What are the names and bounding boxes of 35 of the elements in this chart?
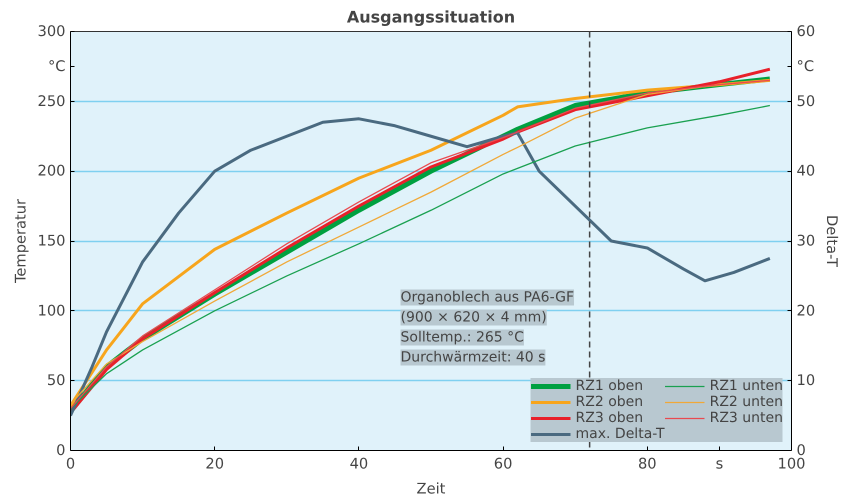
x-axis-title: Zeit — [416, 480, 446, 498]
y2-tick-label: 10 — [796, 372, 816, 390]
x-tick-label: 20 — [205, 456, 224, 472]
annotation: (900 × 620 × 4 mm) — [400, 310, 547, 326]
y2-axis-title: Delta-T — [823, 215, 840, 268]
y-tick-label: 0 — [56, 442, 66, 459]
legend-label: RZ3 oben — [576, 410, 644, 426]
y2-tick-label: 60 — [796, 23, 816, 40]
annotation: Durchwärmzeit: 40 s — [400, 350, 546, 366]
annotation: Solltemp.: 265 °C — [400, 330, 524, 346]
y2-tick-label: °C — [796, 58, 814, 75]
legend-label: RZ1 unten — [710, 378, 783, 394]
x-tick-label: 60 — [494, 456, 512, 472]
y-tick-label: 50 — [46, 372, 66, 390]
y-tick-label: 150 — [38, 232, 66, 250]
y-tick-label: 300 — [38, 23, 66, 40]
y2-tick-label: 20 — [796, 302, 816, 320]
legend-label: RZ1 oben — [576, 378, 644, 394]
y2-tick-label: 50 — [796, 92, 816, 110]
y-tick-label: 100 — [38, 302, 66, 320]
y2-tick-label: 40 — [796, 162, 816, 180]
y-tick-label: 200 — [38, 162, 66, 180]
annotation: Organoblech aus PA6-GF — [400, 290, 574, 306]
chart-title: Ausgangssituation — [346, 8, 516, 26]
y2-tick-label: 30 — [796, 232, 816, 250]
legend-label: RZ3 unten — [710, 410, 783, 426]
y-tick-label: °C — [48, 58, 66, 75]
legend-label: RZ2 unten — [710, 394, 783, 410]
x-tick-label: s — [716, 456, 724, 472]
x-tick-label: 80 — [638, 456, 657, 472]
y-tick-label: 250 — [38, 92, 66, 110]
legend-label: max. Delta-T — [576, 426, 665, 442]
legend-label: RZ2 oben — [576, 394, 644, 410]
x-tick-label: 40 — [350, 456, 368, 472]
y-axis-title: Temperatur — [12, 198, 30, 284]
